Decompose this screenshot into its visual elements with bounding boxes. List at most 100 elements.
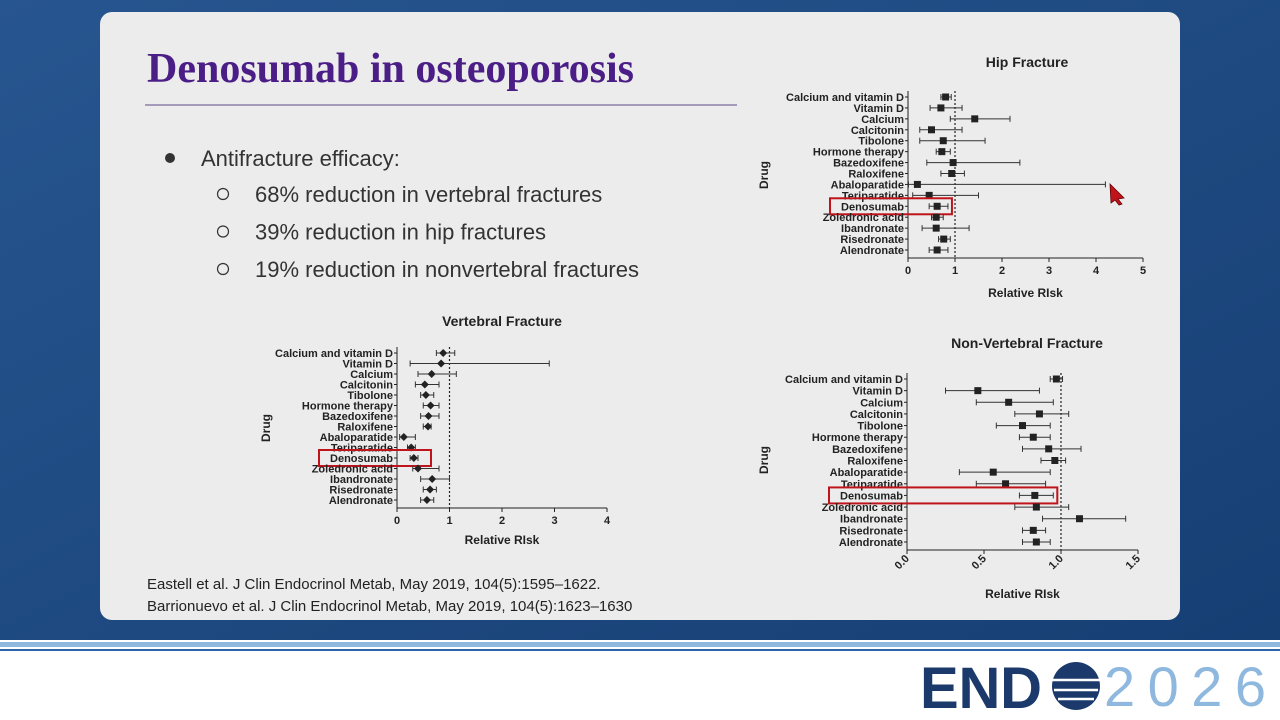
point xyxy=(424,412,433,420)
drug-label: Risedronate xyxy=(840,234,904,246)
point xyxy=(426,485,435,494)
point xyxy=(423,422,432,431)
point xyxy=(949,159,957,167)
drug-label: Calcium and vitamin D xyxy=(785,374,903,386)
point xyxy=(925,191,933,199)
drug-label: Ibandronate xyxy=(840,514,903,526)
x-tick-label: 3 xyxy=(551,515,557,527)
drug-label: Zoledronic acid xyxy=(823,212,904,224)
point xyxy=(421,391,430,399)
drug-label: Hormone therapy xyxy=(302,401,394,413)
highlight-box xyxy=(318,449,432,467)
drug-label: Raloxifene xyxy=(337,422,393,434)
point xyxy=(933,246,941,254)
drug-label: Calcitonin xyxy=(850,409,903,421)
drug-label: Bazedoxifene xyxy=(322,411,393,423)
drug-label: Vitamin D xyxy=(852,386,903,398)
bullet-text: Antifracture efficacy: xyxy=(201,146,400,171)
x-tick-label: 3 xyxy=(1046,265,1052,277)
drug-label: Hormone therapy xyxy=(813,147,905,159)
point xyxy=(939,137,947,145)
point xyxy=(1029,526,1037,534)
x-axis-label: Relative RIsk xyxy=(465,533,540,547)
drug-label: Calcium xyxy=(861,114,904,126)
point xyxy=(1019,422,1026,430)
drug-label: Tibolone xyxy=(347,390,393,402)
point xyxy=(928,126,935,134)
drug-label: Zoledronic acid xyxy=(822,502,903,514)
drug-label: Zoledronic acid xyxy=(312,464,393,476)
drug-label: Hormone therapy xyxy=(812,432,904,444)
drug-label: Calcium and vitamin D xyxy=(275,348,393,360)
point xyxy=(1032,503,1040,511)
card xyxy=(100,12,1180,620)
x-tick-label: 5 xyxy=(1140,265,1146,277)
point xyxy=(940,235,948,243)
point xyxy=(937,104,945,112)
point xyxy=(1045,445,1053,453)
point xyxy=(932,224,940,232)
drug-label: Calcium and vitamin D xyxy=(786,92,904,104)
drug-label: Abaloparatide xyxy=(320,432,393,444)
drug-label: Calcium xyxy=(860,397,903,409)
y-axis-label: Drug xyxy=(259,414,273,442)
point xyxy=(1032,538,1040,546)
charts: Hip Fracture Relative RIsk Drug 0 1 2 3 4 5 Calci… xyxy=(259,54,1146,601)
cursor xyxy=(1109,182,1125,206)
drug-label: Teriparatide xyxy=(841,479,903,491)
highlight-box xyxy=(828,486,1059,505)
sub-bullet-text: 39% reduction in hip fractures xyxy=(255,220,546,245)
point xyxy=(942,93,950,101)
drug-label: Bazedoxifene xyxy=(833,158,904,170)
drug-label: Bazedoxifene xyxy=(832,444,903,456)
point xyxy=(1029,433,1037,441)
drug-label: Alendronate xyxy=(839,537,903,549)
x-tick-label: 1 xyxy=(952,265,958,277)
drug-label: Tibolone xyxy=(857,421,903,433)
point xyxy=(409,454,418,462)
reference: Barrionuevo et al. J Clin Endocrinol Met… xyxy=(147,598,632,615)
point xyxy=(420,380,429,389)
drug-label: Ibandronate xyxy=(841,223,904,235)
point xyxy=(399,433,408,441)
point xyxy=(989,468,997,476)
x-axis-label: Relative RIsk xyxy=(988,286,1063,300)
drug-label: Vitamin D xyxy=(342,359,393,371)
highlight-box xyxy=(829,197,953,216)
x-tick-label: 0 xyxy=(394,515,400,527)
drug-label: Alendronate xyxy=(840,245,904,257)
drug-label: Abaloparatide xyxy=(831,179,904,191)
point xyxy=(938,148,946,156)
point xyxy=(437,359,446,368)
sub-bullet-text: 68% reduction in vertebral fractures xyxy=(255,182,602,207)
drug-label: Calcium xyxy=(350,369,393,381)
chart-title: Non-Vertebral Fracture xyxy=(951,335,1103,351)
point xyxy=(932,213,940,221)
drug-label: Teriparatide xyxy=(331,443,393,455)
x-tick-label: 2 xyxy=(999,265,1005,277)
bullet xyxy=(165,153,175,163)
point xyxy=(974,387,982,395)
drug-label: Vitamin D xyxy=(853,103,904,115)
x-tick-label: 2 xyxy=(499,515,505,527)
drug-label: Denosumab xyxy=(841,201,904,213)
drug-label: Teriparatide xyxy=(842,190,904,202)
slide-title: Denosumab in osteoporosis xyxy=(147,46,634,92)
point xyxy=(948,170,956,177)
chart-title: Hip Fracture xyxy=(986,54,1069,70)
sub-bullet xyxy=(216,225,230,238)
sub-bullets: 68% reduction in vertebral fractures 39% … xyxy=(216,182,639,282)
logo-left: END xyxy=(920,656,1042,720)
sub-bullet-text: 19% reduction in nonvertebral fractures xyxy=(255,257,639,282)
y-axis-label: Drug xyxy=(757,446,771,474)
point xyxy=(1075,515,1083,523)
point xyxy=(1031,491,1039,499)
point xyxy=(1052,375,1060,383)
point xyxy=(1051,457,1059,464)
drug-label: Denosumab xyxy=(330,453,393,465)
point xyxy=(428,475,437,483)
x-tick-label: 4 xyxy=(604,515,611,527)
point xyxy=(427,370,436,378)
reference: Eastell et al. J Clin Endocrinol Metab, … xyxy=(147,576,601,593)
